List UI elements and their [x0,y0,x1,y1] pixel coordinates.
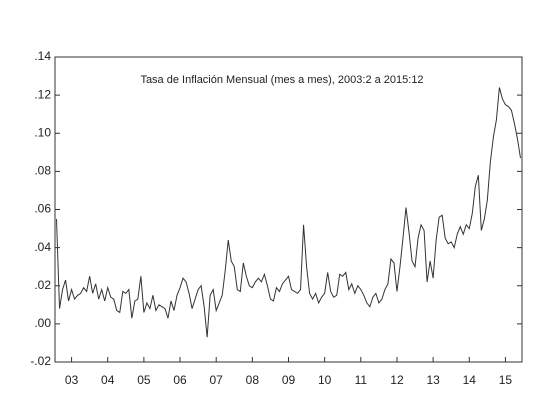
y-tick-label: .00 [34,316,51,330]
x-tick-label: 06 [173,373,187,387]
x-tick-label: 10 [318,373,332,387]
x-tick-label: 05 [137,373,151,387]
x-tick-label: 11 [355,373,368,387]
y-tick-label: .08 [34,164,51,178]
y-tick-label: .04 [34,240,51,254]
y-tick-label: .10 [34,125,51,139]
x-tick-label: 03 [65,373,79,387]
chart-title: Tasa de Inflación Mensual (mes a mes), 2… [140,74,423,86]
y-tick-label: .02 [34,278,51,292]
series-line [56,87,521,338]
x-tick-label: 08 [246,373,260,387]
x-tick-label: 15 [499,373,513,387]
x-tick-label: 09 [282,373,296,387]
x-tick-label: 04 [101,373,115,387]
x-tick-label: 13 [426,373,440,387]
plot-frame [54,56,523,363]
y-tick-label: .12 [34,87,51,101]
y-tick-label: .06 [34,202,51,216]
x-tick-label: 07 [210,373,224,387]
x-tick-label: 14 [463,373,477,387]
y-tick-label: .14 [34,49,51,63]
y-tick-label: -.02 [30,354,51,368]
x-tick-label: 12 [390,373,404,387]
